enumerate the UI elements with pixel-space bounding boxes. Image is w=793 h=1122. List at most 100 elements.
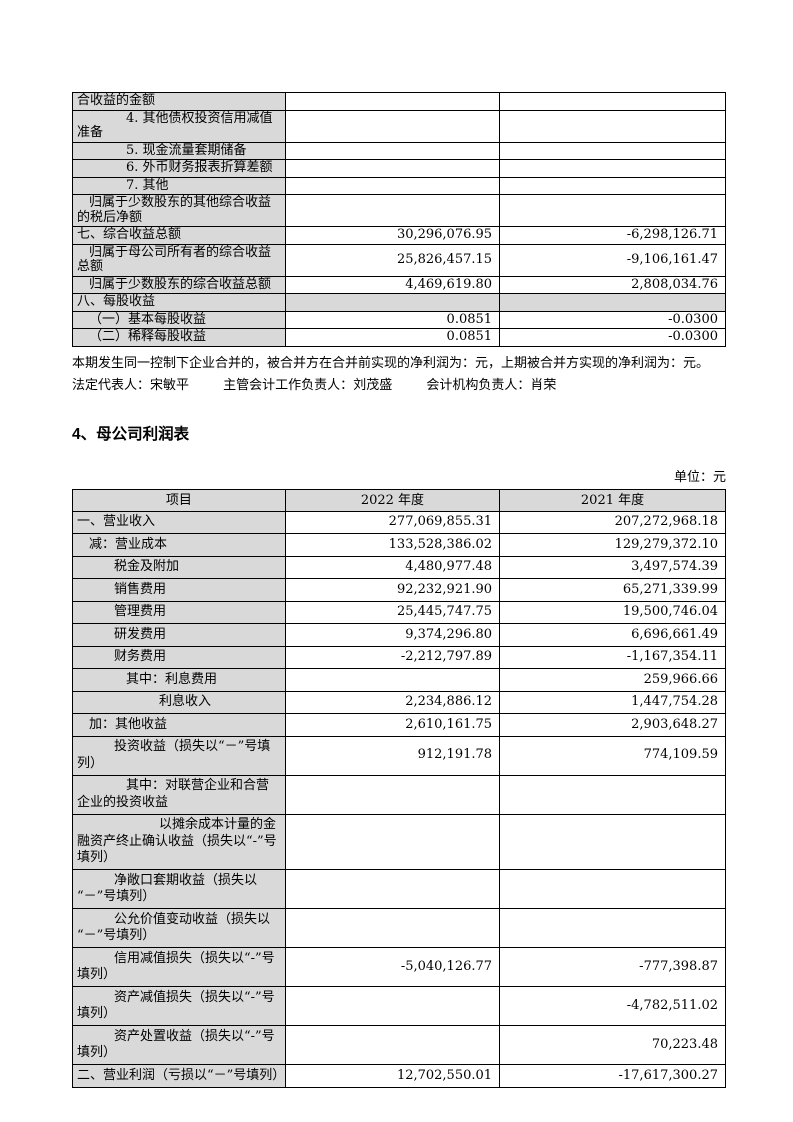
value-current-period-cell: 4,469,619.80 <box>284 275 501 294</box>
row-label: 财务费用 <box>114 649 167 664</box>
row-label-cell: 加：其他收益 <box>72 713 286 737</box>
row-label-cell: 公允价值变动收益（损失以“－”号填列） <box>72 908 286 948</box>
table-row: 税金及附加 4,480,977.48 3,497,574.39 <box>72 555 726 579</box>
row-label: 一、营业收入 <box>77 514 156 529</box>
value-2022-cell: 92,232,921.90 <box>284 578 501 602</box>
value-prior-period-cell <box>499 109 726 143</box>
value-prior-period-cell <box>499 176 726 195</box>
row-label-cell: 七、综合收益总额 <box>72 226 286 245</box>
row-label-cell: 归属于少数股东的综合收益总额 <box>72 275 286 294</box>
row-label-cell: 5. 现金流量套期储备 <box>72 141 286 160</box>
row-label-cell: 投资收益（损失以“－”号填列） <box>72 735 286 776</box>
accounting-department-head-label: 会计机构负责人： <box>426 377 531 393</box>
row-label-cell: 4. 其他债权投资信用减值准备 <box>72 109 286 143</box>
row-label: 七、综合收益总额 <box>77 227 182 242</box>
value-current-period-cell <box>284 159 501 178</box>
table-row: 6. 外币财务报表折算差额 <box>72 159 726 178</box>
value-prior-period-cell: -6,298,126.71 <box>499 226 726 245</box>
row-label: 资产处置收益（损失以“-”号填列） <box>77 1028 275 1061</box>
row-label: 5. 现金流量套期储备 <box>126 142 247 158</box>
row-label: 利息收入 <box>159 694 212 709</box>
value-2022-cell: 912,191.78 <box>284 735 501 776</box>
value-prior-period-cell: -9,106,161.47 <box>499 243 726 277</box>
row-label-cell: 管理费用 <box>72 600 286 624</box>
value-current-period-cell: 30,296,076.95 <box>284 226 501 245</box>
table-row: 合收益的金额 <box>72 92 726 111</box>
value-current-period-cell <box>284 141 501 160</box>
row-label-cell: 八、每股收益 <box>72 293 286 312</box>
value-2022-cell: -5,040,126.77 <box>284 947 501 987</box>
row-label: 管理费用 <box>114 604 167 619</box>
value-current-period-cell: 25,826,457.15 <box>284 243 501 277</box>
value-2022-cell <box>284 869 501 909</box>
value-prior-period-cell <box>499 92 726 111</box>
value-current-period-cell: 0.0851 <box>284 310 501 329</box>
row-label-cell: 其中：利息费用 <box>72 668 286 692</box>
table-row: 其中：对联营企业和合营企业的投资收益 <box>72 774 726 815</box>
row-label: 加：其他收益 <box>89 716 168 732</box>
row-label-cell: 净敞口套期收益（损失以“－”号填列） <box>72 869 286 909</box>
table-row: 一、营业收入 277,069,855.31 207,272,968.18 <box>72 510 726 534</box>
row-label-cell: （一）基本每股收益 <box>72 310 286 329</box>
header-row: 项目 2022 年度 2021 年度 <box>72 488 726 512</box>
table-row: 5. 现金流量套期储备 <box>72 141 726 160</box>
value-2021-cell: 19,500,746.04 <box>499 600 726 624</box>
value-2021-cell: 774,109.59 <box>499 735 726 776</box>
value-2021-cell: 65,271,339.99 <box>499 578 726 602</box>
table-row: 归属于少数股东的综合收益总额 4,469,619.80 2,808,034.76 <box>72 275 726 294</box>
table-row: 4. 其他债权投资信用减值准备 <box>72 109 726 143</box>
value-2021-cell: 259,966.66 <box>499 668 726 692</box>
header-year-2021: 2021 年度 <box>499 488 726 512</box>
row-label-cell: 资产处置收益（损失以“-”号填列） <box>72 1025 286 1065</box>
row-label-cell: 信用减值损失（损失以“-”号填列） <box>72 947 286 987</box>
value-current-period-cell <box>284 194 501 227</box>
value-2021-cell: 2,903,648.27 <box>499 713 726 737</box>
table-row: 7. 其他 <box>72 176 726 195</box>
value-current-period-cell <box>284 176 501 195</box>
value-2021-cell: 70,223.48 <box>499 1025 726 1065</box>
value-2021-cell: 129,279,372.10 <box>499 533 726 557</box>
row-label-cell: 研发费用 <box>72 623 286 647</box>
row-label: （一）基本每股收益 <box>89 311 207 327</box>
row-label-cell: 财务费用 <box>72 645 286 669</box>
value-2021-cell <box>499 869 726 909</box>
row-label-cell: 二、营业利润（亏损以“－”号填列） <box>72 1064 286 1088</box>
value-2021-cell: 3,497,574.39 <box>499 555 726 579</box>
value-prior-period-cell <box>499 194 726 227</box>
legal-representative-label: 法定代表人： <box>72 377 151 393</box>
value-current-period-cell <box>284 293 501 312</box>
value-2022-cell: 2,610,161.75 <box>284 713 501 737</box>
value-2021-cell: -17,617,300.27 <box>499 1064 726 1088</box>
row-label: 销售费用 <box>114 581 167 597</box>
row-label: 八、每股收益 <box>77 294 156 309</box>
value-2021-cell: -1,167,354.11 <box>499 645 726 669</box>
table-row: 资产减值损失（损失以“-”号填列） -4,782,511.02 <box>72 986 726 1026</box>
value-2022-cell: 25,445,747.75 <box>284 600 501 624</box>
parent-company-income-statement-table: 项目 2022 年度 2021 年度 一、营业收入 277,069,855.31… <box>72 488 726 1088</box>
row-label: 研发费用 <box>114 626 167 642</box>
row-label-cell: 合收益的金额 <box>72 92 286 111</box>
section-title: 4、母公司利润表 <box>72 425 190 443</box>
legal-representative: 法定代表人：宋敏平 <box>72 378 189 393</box>
table-row: 七、综合收益总额 30,296,076.95 -6,298,126.71 <box>72 226 726 245</box>
row-label: 税金及附加 <box>114 559 180 574</box>
row-label: 二、营业利润（亏损以“－”号填列） <box>77 1067 286 1083</box>
row-label: 减：营业成本 <box>89 536 168 552</box>
table-row: 资产处置收益（损失以“-”号填列） 70,223.48 <box>72 1025 726 1065</box>
row-label: 其中：利息费用 <box>126 671 218 687</box>
value-2021-cell: 207,272,968.18 <box>499 510 726 534</box>
table-row: 加：其他收益 2,610,161.75 2,903,648.27 <box>72 713 726 737</box>
table-row: 利息收入 2,234,886.12 1,447,754.28 <box>72 690 726 714</box>
row-label-cell: 归属于少数股东的其他综合收益的税后净额 <box>72 194 286 227</box>
table-row: 销售费用 92,232,921.90 65,271,339.99 <box>72 578 726 602</box>
accounting-department-head: 会计机构负责人：肖荣 <box>426 378 556 393</box>
row-label: 资产减值损失（损失以“-”号填列） <box>77 989 275 1022</box>
header-item: 项目 <box>72 488 286 512</box>
table-row: 减：营业成本 133,528,386.02 129,279,372.10 <box>72 533 726 557</box>
value-2021-cell: -777,398.87 <box>499 947 726 987</box>
row-label: 公允价值变动收益（损失以“－”号填列） <box>77 911 271 944</box>
row-label: 6. 外币财务报表折算差额 <box>126 160 273 175</box>
row-label-cell: （二）稀释每股收益 <box>72 328 286 347</box>
value-current-period-cell <box>284 109 501 143</box>
table-row: 二、营业利润（亏损以“－”号填列） 12,702,550.01 -17,617,… <box>72 1064 726 1088</box>
